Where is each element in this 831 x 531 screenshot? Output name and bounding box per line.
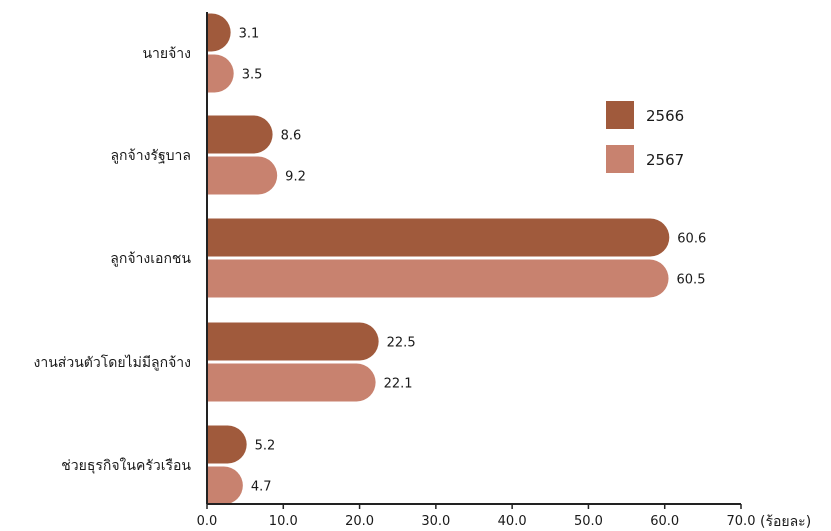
bar-2566-2 — [207, 115, 273, 154]
bar-2566-1 — [207, 13, 231, 52]
x-tick-label-6: 50.0 — [574, 514, 603, 529]
category-label-3: ลูกจ้างเอกชน — [110, 251, 191, 267]
bars-group — [207, 13, 670, 505]
legend: 2566 2567 — [606, 101, 684, 173]
x-tick-label-8: 70.0 — [727, 514, 756, 529]
category-label-2: ลูกจ้างรัฐบาล — [110, 148, 191, 164]
x-tick-label-5: 40.0 — [498, 514, 527, 529]
value-label-2567-4: 22.1 — [384, 377, 413, 392]
x-axis-unit-label: (ร้อยละ) — [760, 514, 811, 530]
bar-2567-2 — [207, 156, 278, 195]
value-label-2566-5: 5.2 — [255, 439, 276, 454]
category-label-4: งานส่วนตัวโดยไม่มีลูกจ้าง — [34, 354, 191, 371]
legend-label-2567: 2567 — [646, 151, 684, 169]
axes-group: 0.0 10.0 20.0 30.0 40.0 50.0 60.0 70.0 — [197, 12, 756, 529]
value-label-2566-2: 8.6 — [281, 129, 302, 144]
bar-2567-1 — [207, 54, 234, 93]
x-tick-label-3: 20.0 — [345, 514, 374, 529]
category-labels-group: นายจ้างลูกจ้างรัฐบาลลูกจ้างเอกชนงานส่วนต… — [34, 46, 192, 474]
value-label-2567-2: 9.2 — [285, 170, 306, 185]
legend-swatch-2567 — [606, 145, 634, 173]
value-label-2567-1: 3.5 — [242, 68, 263, 83]
bar-2566-4 — [207, 322, 379, 361]
value-labels-group: 3.1 3.5 8.6 9.2 60.6 60.5 22.5 22.1 5.2 4.7 — [239, 27, 707, 495]
x-tick-label-4: 30.0 — [421, 514, 450, 529]
legend-swatch-2566 — [606, 101, 634, 129]
bar-2567-3 — [207, 259, 669, 298]
bar-2566-5 — [207, 425, 247, 464]
bar-2566-3 — [207, 218, 670, 257]
value-label-2567-3: 60.5 — [677, 273, 706, 288]
x-tick-label-2: 10.0 — [269, 514, 298, 529]
value-label-2566-4: 22.5 — [387, 336, 416, 351]
bar-2567-4 — [207, 363, 376, 402]
bar-2567-5 — [207, 466, 243, 505]
value-label-2566-1: 3.1 — [239, 27, 260, 42]
x-tick-label-1: 0.0 — [197, 514, 218, 529]
value-label-2567-5: 4.7 — [251, 480, 272, 495]
x-tick-label-7: 60.0 — [650, 514, 679, 529]
category-label-1: นายจ้าง — [142, 46, 191, 62]
value-label-2566-3: 60.6 — [677, 232, 706, 247]
category-label-5: ช่วยธุรกิจในครัวเรือน — [61, 457, 191, 474]
legend-label-2566: 2566 — [646, 107, 684, 125]
